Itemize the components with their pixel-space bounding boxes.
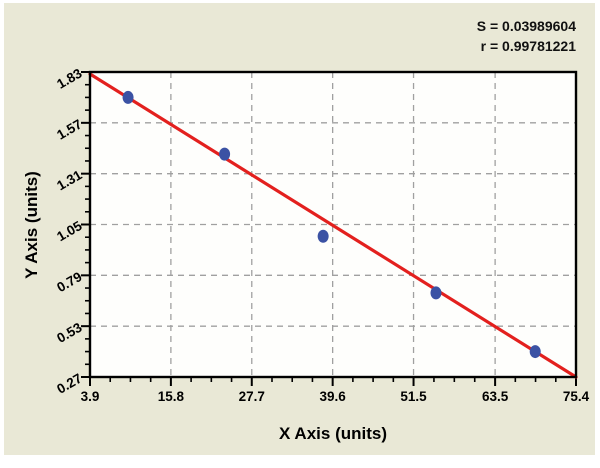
- data-point: [430, 286, 442, 300]
- x-tick-label: 51.5: [400, 389, 427, 404]
- x-tick-label: 39.6: [320, 389, 347, 404]
- plot-frame: [88, 70, 578, 379]
- x-tick-label: 75.4: [563, 389, 590, 404]
- stats-annotation: S = 0.03989604 r = 0.99781221: [477, 16, 576, 56]
- y-tick-label: 0.53: [54, 320, 85, 346]
- r-value: r = 0.99781221: [480, 38, 576, 54]
- data-point: [219, 147, 231, 161]
- x-tick-label: 15.8: [158, 389, 185, 404]
- data-point: [317, 229, 329, 243]
- y-tick-label: 1.05: [54, 218, 85, 244]
- x-tick-label: 3.9: [81, 389, 100, 404]
- data-point: [529, 345, 541, 359]
- trend-line: [88, 72, 578, 379]
- data-point: [122, 90, 134, 104]
- y-axis-title: Y Axis (units): [22, 171, 41, 279]
- y-tick-label: 1.31: [54, 167, 85, 193]
- y-tick-label: 0.79: [54, 269, 84, 295]
- x-tick-label: 27.7: [239, 389, 265, 404]
- s-value: S = 0.03989604: [476, 18, 576, 34]
- y-tick-label: 1.57: [54, 116, 84, 142]
- x-tick-label: 63.5: [482, 389, 509, 404]
- x-axis-title: X Axis (units): [279, 424, 387, 443]
- y-tick-label: 1.83: [54, 65, 85, 91]
